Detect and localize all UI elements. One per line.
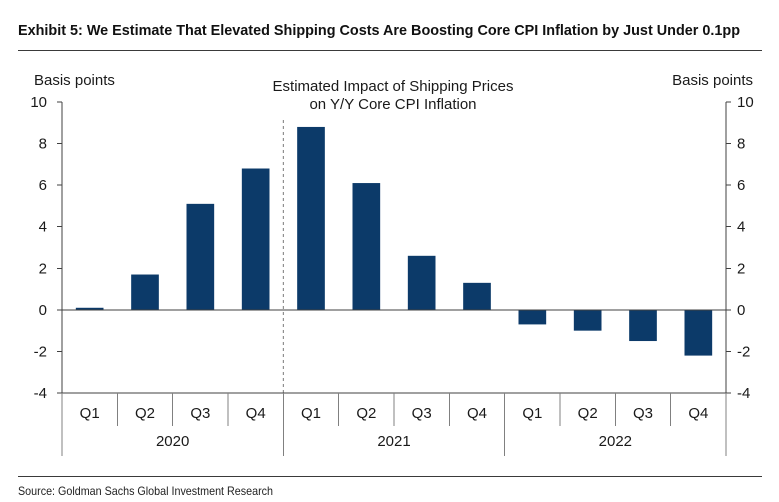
quarter-label: Q3 — [190, 405, 210, 422]
right-tick-label: 2 — [737, 260, 745, 277]
bar-2022-q4 — [684, 309, 713, 356]
left-tick-label: 8 — [39, 136, 47, 153]
quarter-label: Q3 — [412, 405, 432, 422]
bar-2020-q3 — [186, 203, 215, 310]
bar-2022-q2 — [573, 309, 602, 331]
right-tick-label: -2 — [737, 343, 750, 360]
right-tick-label: 8 — [737, 136, 745, 153]
quarter-label: Q4 — [467, 405, 487, 422]
exhibit-title: Exhibit 5: We Estimate That Elevated Shi… — [18, 22, 740, 39]
right-tick-label: 10 — [737, 94, 754, 111]
year-label: 2022 — [599, 433, 632, 450]
bar-2021-q4 — [463, 282, 491, 310]
right-tick-label: 0 — [737, 302, 745, 319]
left-tick-label: 4 — [39, 219, 47, 236]
year-label: 2021 — [377, 433, 410, 450]
bar-2020-q1 — [75, 307, 104, 310]
bar-2022-q3 — [629, 309, 657, 342]
left-tick-label: 0 — [39, 302, 47, 319]
bar-2020-q4 — [241, 168, 270, 310]
source-note: Source: Goldman Sachs Global Investment … — [18, 484, 273, 498]
quarter-label: Q1 — [80, 405, 100, 422]
right-axis-title: Basis points — [672, 72, 753, 89]
quarter-label: Q4 — [246, 405, 266, 422]
left-tick-label: 2 — [39, 260, 47, 277]
bar-2022-q1 — [518, 309, 547, 325]
left-tick-label: -2 — [34, 343, 47, 360]
quarter-label: Q1 — [301, 405, 321, 422]
year-label: 2020 — [156, 433, 189, 450]
left-axis-title: Basis points — [34, 72, 115, 89]
chart-title-line-1: Estimated Impact of Shipping Prices — [273, 78, 514, 95]
left-tick-label: 6 — [39, 177, 47, 194]
quarter-label: Q4 — [688, 405, 708, 422]
quarter-label: Q2 — [135, 405, 155, 422]
left-tick-label: -4 — [34, 385, 47, 402]
quarter-label: Q2 — [356, 405, 376, 422]
right-tick-label: 4 — [737, 219, 745, 236]
chart-title-line-2: on Y/Y Core CPI Inflation — [309, 96, 476, 113]
quarter-label: Q3 — [633, 405, 653, 422]
axes — [61, 102, 727, 394]
left-tick-label: 10 — [30, 94, 47, 111]
quarter-label: Q2 — [578, 405, 598, 422]
category-axis: Q1 Q2 Q3 Q4 Q1 Q2 Q3 Q4 Q1 Q2 Q3 Q4 2020 2021 2022 — [61, 393, 727, 456]
bars — [75, 126, 713, 356]
bar-chart: Basis points Basis points Estimated Impa… — [30, 72, 754, 456]
bar-2021-q3 — [407, 255, 436, 310]
bar-2021-q1 — [297, 126, 325, 310]
bar-2020-q2 — [131, 274, 159, 310]
quarter-label: Q1 — [522, 405, 542, 422]
right-tick-label: -4 — [737, 385, 750, 402]
y-ticks: 10 10 8 8 6 6 4 4 2 2 0 0 -2 -2 -4 -4 — [30, 94, 753, 402]
right-tick-label: 6 — [737, 177, 745, 194]
bar-2021-q2 — [352, 183, 381, 310]
